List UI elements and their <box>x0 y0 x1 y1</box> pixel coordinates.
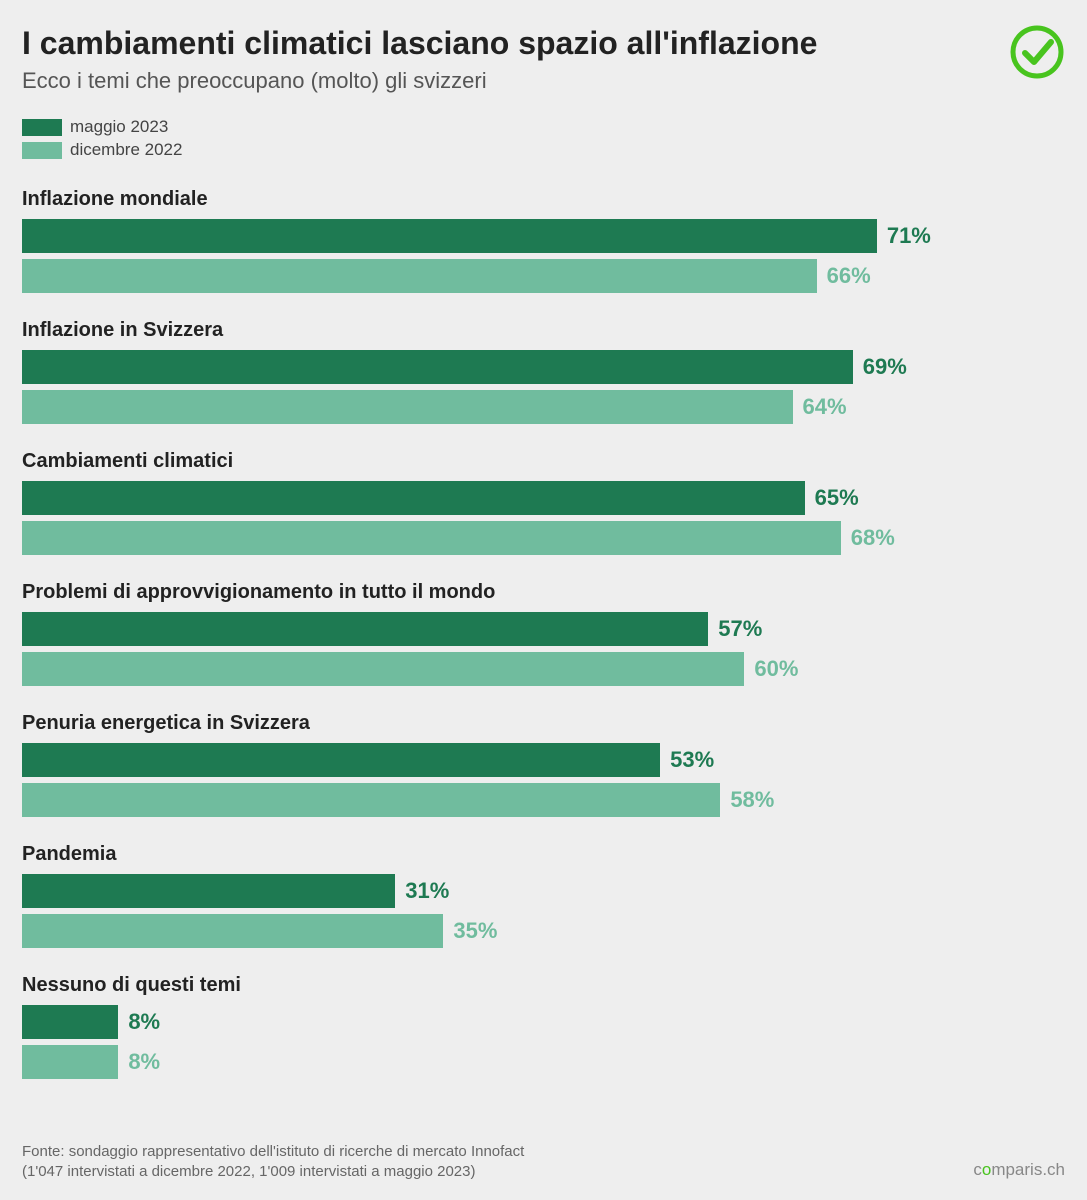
legend-swatch <box>22 142 62 159</box>
category-group: Inflazione in Svizzera 69% 64% <box>22 319 1065 424</box>
source-line-2: (1'047 intervistati a dicembre 2022, 1'0… <box>22 1162 524 1182</box>
category-label: Cambiamenti climatici <box>22 450 1065 473</box>
legend-item: dicembre 2022 <box>22 139 1065 162</box>
category-group: Nessuno di questi temi 8% 8% <box>22 974 1065 1079</box>
bar <box>22 390 793 424</box>
legend-label: maggio 2023 <box>70 116 168 139</box>
bar-row: 53% <box>22 743 1065 777</box>
category-group: Inflazione mondiale 71% 66% <box>22 188 1065 293</box>
bar-row: 64% <box>22 390 1065 424</box>
bar-row: 58% <box>22 783 1065 817</box>
category-group: Pandemia 31%35% <box>22 843 1065 948</box>
bar-value-label: 65% <box>815 485 859 511</box>
bar <box>22 612 708 646</box>
bar <box>22 783 720 817</box>
bar-row: 57% <box>22 612 1065 646</box>
bar-value-label: 68% <box>851 525 895 551</box>
category-label: Inflazione mondiale <box>22 188 1065 211</box>
category-label: Penuria energetica in Svizzera <box>22 712 1065 735</box>
bar-value-label: 66% <box>827 263 871 289</box>
bar-row: 65% <box>22 481 1065 515</box>
category-label: Nessuno di questi temi <box>22 974 1065 997</box>
bar <box>22 219 877 253</box>
category-group: Cambiamenti climatici 65% 68% <box>22 450 1065 555</box>
bar-value-label: 64% <box>803 394 847 420</box>
bar-row: 60% <box>22 652 1065 686</box>
bar-row: 71% <box>22 219 1065 253</box>
category-label: Problemi di approvvigionamento in tutto … <box>22 581 1065 604</box>
legend-item: maggio 2023 <box>22 116 1065 139</box>
legend-swatch <box>22 119 62 136</box>
bar-row: 8% <box>22 1045 1065 1079</box>
bar <box>22 1045 118 1079</box>
bar <box>22 743 660 777</box>
bar <box>22 914 443 948</box>
bar-value-label: 60% <box>754 656 798 682</box>
bar <box>22 350 853 384</box>
category-label: Pandemia <box>22 843 1065 866</box>
source-text: Fonte: sondaggio rappresentativo dell'is… <box>22 1142 524 1183</box>
legend: maggio 2023dicembre 2022 <box>22 116 1065 162</box>
category-group: Problemi di approvvigionamento in tutto … <box>22 581 1065 686</box>
bar <box>22 521 841 555</box>
bar <box>22 1005 118 1039</box>
bar <box>22 481 805 515</box>
bar-value-label: 8% <box>128 1009 160 1035</box>
header: I cambiamenti climatici lasciano spazio … <box>22 24 1065 94</box>
bar-value-label: 69% <box>863 354 907 380</box>
category-group: Penuria energetica in Svizzera 53% 58% <box>22 712 1065 817</box>
bar-value-label: 58% <box>730 787 774 813</box>
checkmark-logo-icon <box>1009 24 1065 85</box>
bar-value-label: 53% <box>670 747 714 773</box>
bar-row: 69% <box>22 350 1065 384</box>
bar-row: 31% <box>22 874 1065 908</box>
bar <box>22 652 744 686</box>
category-label: Inflazione in Svizzera <box>22 319 1065 342</box>
footer: Fonte: sondaggio rappresentativo dell'is… <box>22 1142 1065 1183</box>
chart-subtitle: Ecco i temi che preoccupano (molto) gli … <box>22 68 817 94</box>
brand-text: comparis.ch <box>973 1159 1065 1182</box>
bar-row: 68% <box>22 521 1065 555</box>
bar-value-label: 57% <box>718 616 762 642</box>
bar-row: 35% <box>22 914 1065 948</box>
bar-chart: Inflazione mondiale 71% 66% Inflazione in S… <box>22 188 1065 1079</box>
bar-value-label: 35% <box>453 918 497 944</box>
bar-value-label: 31% <box>405 878 449 904</box>
bar-row: 8% <box>22 1005 1065 1039</box>
title-block: I cambiamenti climatici lasciano spazio … <box>22 24 817 94</box>
legend-label: dicembre 2022 <box>70 139 182 162</box>
source-line-1: Fonte: sondaggio rappresentativo dell'is… <box>22 1142 524 1162</box>
bar-value-label: 71% <box>887 223 931 249</box>
bar <box>22 259 817 293</box>
bar-row: 66% <box>22 259 1065 293</box>
bar <box>22 874 395 908</box>
bar-value-label: 8% <box>128 1049 160 1075</box>
chart-title: I cambiamenti climatici lasciano spazio … <box>22 24 817 62</box>
